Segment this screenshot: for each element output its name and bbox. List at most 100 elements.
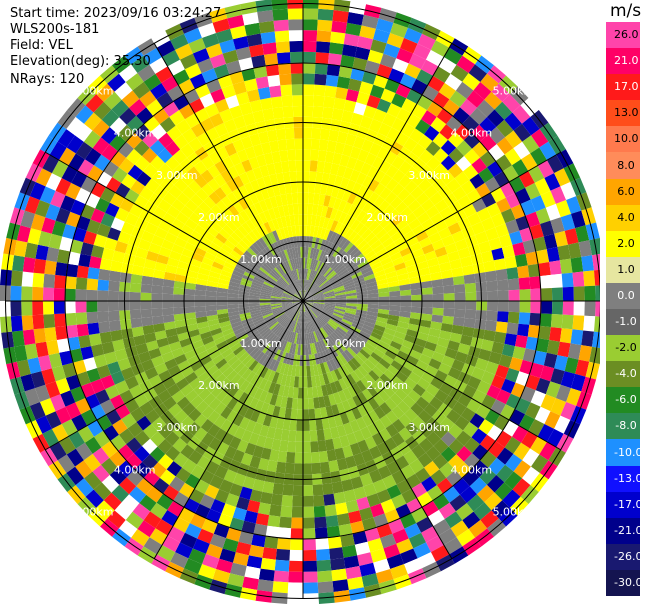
range-gate (318, 216, 326, 228)
range-gate (274, 284, 285, 292)
range-gate (365, 314, 378, 321)
range-gate (330, 163, 340, 176)
range-gate (531, 454, 549, 473)
range-gate (415, 192, 430, 206)
range-gate (238, 239, 250, 251)
range-gate (316, 261, 323, 272)
range-gate (321, 205, 329, 218)
range-gate (522, 348, 537, 363)
range-gate (384, 191, 398, 205)
range-gate (44, 327, 57, 342)
range-gate (375, 274, 387, 282)
range-gate (110, 370, 125, 385)
range-gate (284, 288, 295, 296)
range-gate (172, 516, 190, 533)
range-gate (546, 340, 560, 356)
range-gate (85, 489, 104, 508)
range-gate (594, 269, 600, 286)
range-gate (299, 279, 302, 291)
range-gate (177, 260, 190, 271)
range-gate (317, 316, 326, 326)
range-gate (297, 192, 303, 204)
range-gate (173, 301, 184, 308)
range-gate (344, 362, 354, 374)
range-gate (109, 117, 127, 135)
range-gate (184, 306, 196, 314)
range-gate (198, 201, 211, 214)
range-gate (367, 297, 379, 301)
range-gate (321, 384, 329, 397)
range-gate (335, 296, 347, 300)
range-gate (99, 258, 113, 271)
range-gate (311, 287, 321, 295)
range-gate (112, 167, 128, 183)
range-gate (260, 292, 272, 296)
range-gate (234, 213, 246, 226)
range-gate (329, 42, 344, 55)
range-gate (398, 160, 413, 175)
range-gate (444, 242, 458, 255)
range-gate (411, 343, 425, 354)
range-gate (393, 236, 407, 247)
range-gate (403, 230, 416, 242)
range-gate (594, 316, 600, 333)
range-gate (189, 488, 205, 504)
range-gate (286, 451, 296, 464)
range-ring-label: 3.00km (408, 421, 450, 434)
range-gate (272, 107, 284, 119)
range-gate (386, 33, 404, 49)
range-gate (232, 81, 247, 95)
range-gate (216, 296, 228, 301)
range-gate (399, 365, 413, 378)
range-gate (416, 260, 429, 271)
range-gate (312, 386, 319, 398)
range-gate (289, 419, 297, 431)
colorbar-segment (606, 204, 640, 232)
colorbar-tick-label: 26.0 (614, 28, 639, 42)
range-gate (144, 332, 157, 344)
range-gate (447, 367, 462, 380)
range-gate (428, 264, 441, 274)
range-gate (291, 84, 303, 96)
range-gate (179, 337, 192, 348)
range-gate (433, 438, 449, 454)
range-gate (366, 253, 379, 264)
range-gate (339, 322, 350, 331)
range-gate (250, 312, 262, 318)
range-gate (259, 302, 271, 306)
range-gate (278, 339, 286, 351)
range-gate (143, 470, 160, 487)
range-gate (366, 385, 378, 398)
azimuth-spoke (302, 151, 561, 302)
range-gate (373, 558, 391, 574)
range-gate (314, 318, 323, 329)
range-gate (161, 239, 175, 251)
range-gate (184, 288, 196, 296)
range-gate (435, 554, 455, 572)
range-gate (333, 309, 345, 315)
range-gate (171, 390, 186, 404)
range-gate (424, 125, 440, 141)
range-gate (276, 280, 287, 289)
range-gate (64, 288, 76, 301)
range-gate (117, 124, 135, 142)
range-gate (158, 163, 173, 178)
range-gate (321, 172, 330, 185)
range-gate (133, 334, 146, 346)
range-gate (488, 441, 505, 458)
range-gate (282, 484, 294, 496)
range-gate (331, 279, 342, 287)
range-gate (566, 196, 582, 214)
range-gate (40, 135, 58, 155)
range-gate (278, 183, 286, 195)
range-gate (22, 256, 36, 273)
range-gate (438, 227, 452, 240)
range-gate (427, 75, 445, 92)
range-gate (156, 40, 176, 57)
range-gate (299, 301, 303, 312)
range-gate (303, 311, 306, 323)
range-gate (86, 278, 99, 291)
range-gate (308, 408, 316, 420)
range-gate (311, 271, 318, 282)
range-gate (409, 128, 424, 144)
